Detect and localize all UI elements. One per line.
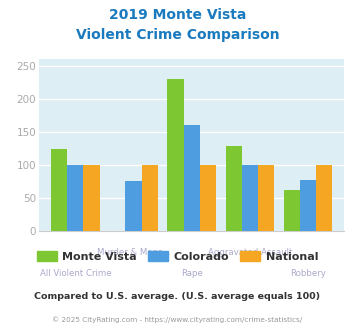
- Bar: [67, 165, 83, 231]
- Text: © 2025 CityRating.com - https://www.cityrating.com/crime-statistics/: © 2025 CityRating.com - https://www.city…: [53, 317, 302, 323]
- Bar: [300, 180, 316, 231]
- Bar: [125, 181, 142, 231]
- Text: 2019 Monte Vista: 2019 Monte Vista: [109, 8, 246, 22]
- Bar: [226, 146, 242, 231]
- Bar: [200, 165, 216, 231]
- Text: Compared to U.S. average. (U.S. average equals 100): Compared to U.S. average. (U.S. average …: [34, 292, 321, 301]
- Bar: [316, 165, 332, 231]
- Legend: Monte Vista, Colorado, National: Monte Vista, Colorado, National: [32, 247, 323, 267]
- Text: Rape: Rape: [181, 269, 203, 278]
- Bar: [168, 79, 184, 231]
- Text: Robbery: Robbery: [290, 269, 326, 278]
- Text: Aggravated Assault: Aggravated Assault: [208, 248, 292, 257]
- Bar: [51, 148, 67, 231]
- Bar: [83, 165, 100, 231]
- Bar: [284, 190, 300, 231]
- Text: All Violent Crime: All Violent Crime: [40, 269, 111, 278]
- Bar: [184, 125, 200, 231]
- Bar: [258, 165, 274, 231]
- Text: Murder & Mans...: Murder & Mans...: [97, 248, 170, 257]
- Bar: [242, 165, 258, 231]
- Bar: [142, 165, 158, 231]
- Text: Violent Crime Comparison: Violent Crime Comparison: [76, 28, 279, 42]
